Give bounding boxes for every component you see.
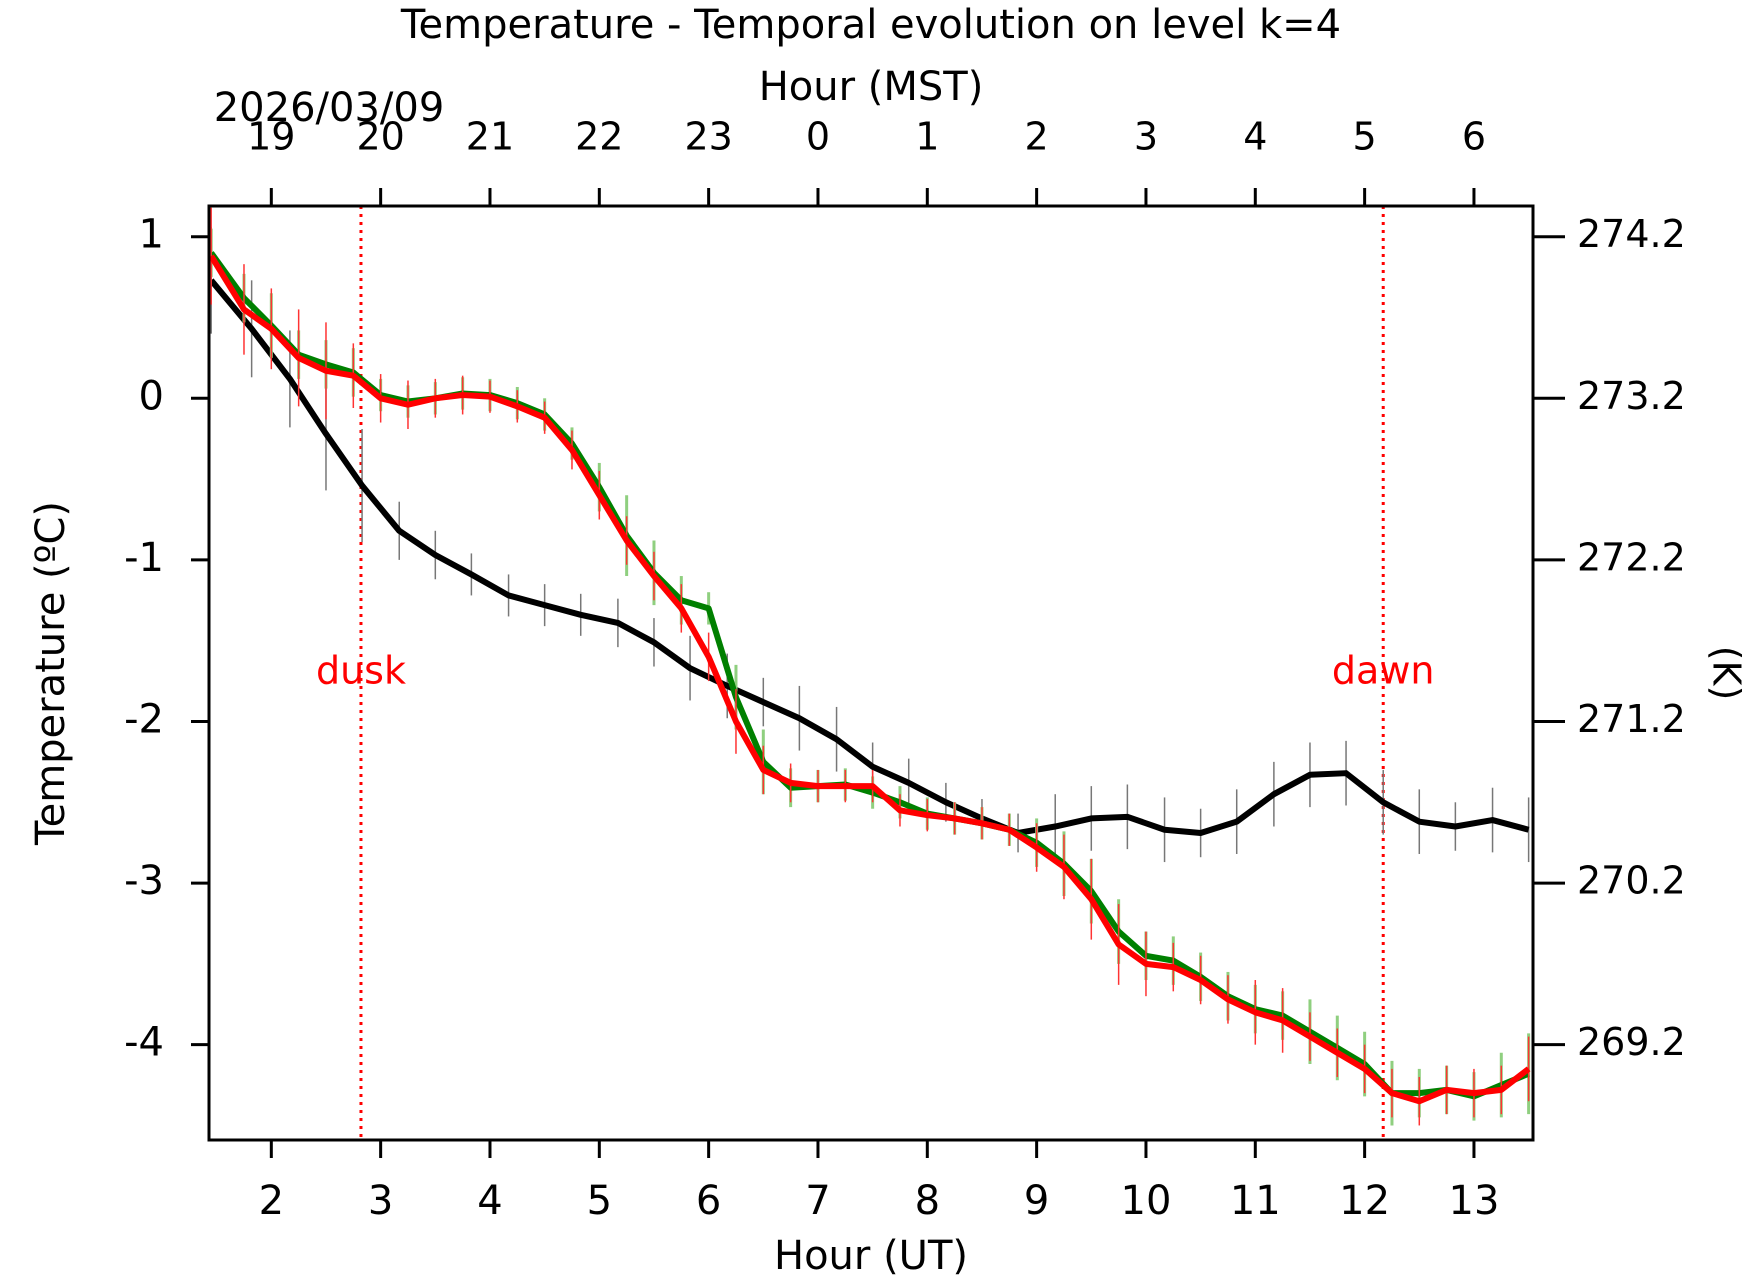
x2-tick-label: 21: [466, 115, 514, 159]
x2-tick-label: 20: [356, 115, 404, 159]
x2-tick-label: 0: [806, 115, 830, 159]
x2-tick-label: 19: [247, 115, 295, 159]
x2-tick-label: 1: [915, 115, 939, 159]
y2-axis-label: (K): [1705, 646, 1742, 701]
y-tick-label: 0: [139, 373, 164, 419]
chart-title: Temperature - Temporal evolution on leve…: [400, 2, 1341, 48]
x-axis-label: Hour (UT): [774, 1233, 968, 1279]
y2-tick-label: 273.2: [1577, 374, 1686, 418]
y-tick-label: 1: [139, 212, 164, 258]
x2-tick-label: 5: [1353, 115, 1377, 159]
x2-tick-label: 22: [575, 115, 623, 159]
annotation-label: dawn: [1332, 649, 1435, 693]
y2-tick-label: 270.2: [1577, 859, 1686, 903]
x2-tick-label: 3: [1134, 115, 1158, 159]
x-tick-label: 12: [1339, 1178, 1390, 1224]
x-tick-label: 10: [1121, 1178, 1172, 1224]
y-tick-label: -3: [124, 858, 164, 904]
x2-tick-label: 4: [1243, 115, 1267, 159]
x2-tick-label: 6: [1462, 115, 1486, 159]
date-label: 2026/03/09: [214, 85, 445, 131]
series-line: [208, 254, 1531, 1105]
x-tick-label: 4: [477, 1178, 502, 1224]
y-tick-label: -4: [124, 1020, 164, 1066]
y-tick-label: -1: [124, 535, 164, 581]
y2-tick-label: 272.2: [1577, 535, 1686, 579]
x-tick-label: 8: [915, 1178, 940, 1224]
series-line: [208, 278, 1530, 836]
x-tick-label: 6: [696, 1178, 721, 1224]
y2-tick-label: 274.2: [1577, 212, 1686, 256]
x-tick-label: 7: [805, 1178, 830, 1224]
x2-tick-label: 23: [684, 115, 732, 159]
annotation-label: dusk: [316, 649, 406, 693]
x-tick-label: 13: [1449, 1178, 1500, 1224]
x2-tick-label: 2: [1025, 115, 1049, 159]
x-tick-label: 5: [587, 1178, 612, 1224]
y-axis-label: Temperature (ºC): [28, 501, 74, 846]
y2-tick-label: 271.2: [1577, 697, 1686, 741]
x-tick-label: 2: [259, 1178, 284, 1224]
x-tick-label: 9: [1024, 1178, 1049, 1224]
x-tick-label: 11: [1230, 1178, 1281, 1224]
plot-frame: [207, 204, 1535, 1142]
y-tick-label: -2: [124, 696, 164, 742]
top-axis-label: Hour (MST): [759, 64, 984, 110]
y2-tick-label: 269.2: [1577, 1020, 1686, 1064]
x-tick-label: 3: [368, 1178, 393, 1224]
